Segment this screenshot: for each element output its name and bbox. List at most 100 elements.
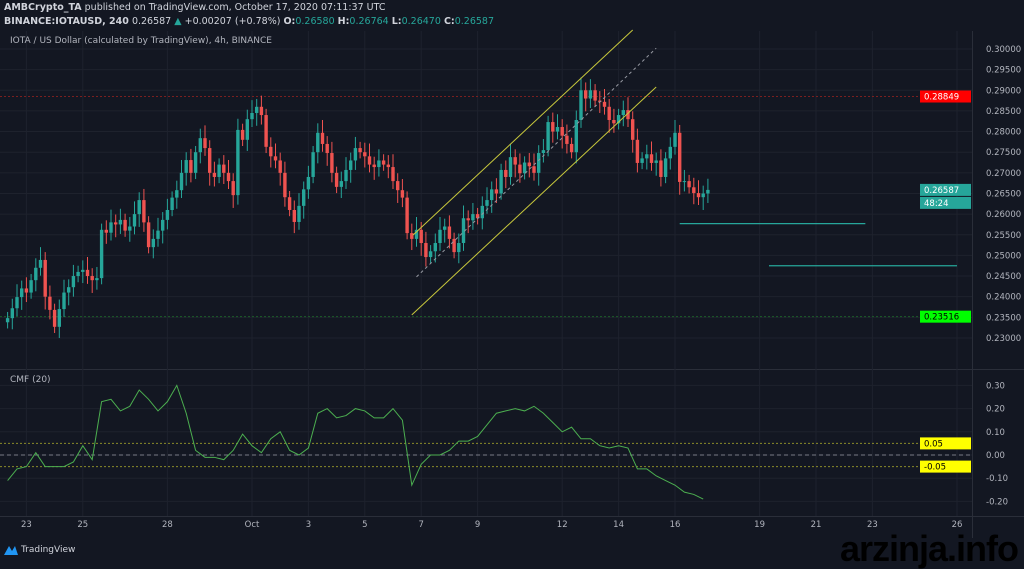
candle-body xyxy=(123,219,127,231)
price-tick-label: 0.28000 xyxy=(986,128,1021,138)
candle-body xyxy=(546,122,550,151)
candle-body xyxy=(527,162,531,167)
candle-body xyxy=(565,135,569,144)
candle-body xyxy=(579,90,583,121)
candle-body xyxy=(236,129,240,196)
author-link[interactable]: AMBCrypto_TA xyxy=(4,2,82,13)
red-price-tag: 0.28849 xyxy=(920,90,971,103)
price-tick-label: 0.26500 xyxy=(986,189,1021,199)
candle-body xyxy=(292,209,296,222)
tradingview-brand: TradingView xyxy=(21,544,76,555)
tradingview-logo[interactable]: TradingView xyxy=(4,544,75,555)
candle-body xyxy=(302,189,306,206)
candle-body xyxy=(612,120,616,124)
candle-body xyxy=(616,115,621,124)
countdown-tag-bg xyxy=(920,196,971,209)
cmf-tick-label: 0.20 xyxy=(986,405,1005,415)
candle-body xyxy=(391,167,395,182)
green-price-tag-text: 0.23516 xyxy=(924,313,959,323)
candle-body xyxy=(57,309,61,327)
candle-body xyxy=(67,287,71,293)
last-price: 0.26587 xyxy=(131,16,172,27)
candle-body xyxy=(118,219,123,225)
candle-body xyxy=(466,218,470,221)
time-tick-label: 16 xyxy=(670,520,681,530)
open-value: 0.26580 xyxy=(295,16,335,27)
price-tick-label: 0.27000 xyxy=(986,169,1021,179)
candle-body xyxy=(255,106,259,113)
candle-body xyxy=(593,90,597,101)
cmf-tick-label: 0.30 xyxy=(986,381,1005,391)
candle-body xyxy=(358,148,362,153)
candle-body xyxy=(410,233,414,239)
low-label: L: xyxy=(391,16,402,27)
candle-body xyxy=(217,164,221,177)
candle-body xyxy=(678,132,682,182)
candle-body xyxy=(663,158,668,177)
candle-body xyxy=(344,169,348,182)
red-price-tag-bg xyxy=(920,90,971,103)
candle-body xyxy=(405,197,409,234)
time-tick-label: 25 xyxy=(77,520,88,530)
price-pane xyxy=(0,31,1024,369)
high-label: H: xyxy=(337,16,350,27)
candle-body xyxy=(471,214,475,221)
candle-body xyxy=(424,243,428,258)
candle-body xyxy=(184,160,188,173)
price-tick-label: 0.29500 xyxy=(986,66,1021,76)
candle-body xyxy=(475,214,480,219)
candle-body xyxy=(208,148,212,173)
cmf-lower-band-tag: -0.05 xyxy=(920,460,971,473)
candle-body xyxy=(701,193,705,198)
candle-body xyxy=(499,169,503,194)
up-arrow-icon: ▲ xyxy=(174,16,182,27)
candle-body xyxy=(316,132,320,153)
candle-body xyxy=(659,160,663,177)
price-tick-label: 0.23000 xyxy=(986,334,1021,344)
candle-body xyxy=(428,251,433,258)
candle-body xyxy=(602,101,607,107)
candle-body xyxy=(132,214,137,227)
candle-body xyxy=(29,280,33,293)
candle-body xyxy=(142,200,146,223)
channel-upper-line xyxy=(412,29,634,236)
candle-body xyxy=(400,190,405,198)
candle-body xyxy=(447,226,452,239)
candle-body xyxy=(71,276,76,288)
candle-body xyxy=(20,288,24,298)
price-tick-label: 0.27500 xyxy=(986,148,1021,158)
candle-body xyxy=(330,153,334,173)
candle-body xyxy=(283,172,287,198)
time-tick-label: 9 xyxy=(475,520,480,530)
candle-body xyxy=(414,229,419,239)
candle-body xyxy=(607,106,611,121)
candle-body xyxy=(99,229,104,279)
candle-body xyxy=(649,154,654,163)
candle-body xyxy=(433,243,437,252)
candle-body xyxy=(10,308,14,319)
price-tick-label: 0.25500 xyxy=(986,231,1021,241)
watermark: arzinja.info xyxy=(839,528,1019,569)
time-tick-label: 7 xyxy=(418,520,423,530)
candle-body xyxy=(706,189,710,194)
time-tick-label: 28 xyxy=(162,520,173,530)
candle-body xyxy=(349,160,353,170)
candle-body xyxy=(85,269,90,277)
candle-body xyxy=(245,119,249,140)
price-tick-label: 0.24000 xyxy=(986,293,1021,303)
green-price-tag: 0.23516 xyxy=(920,310,971,323)
candle-body xyxy=(339,181,343,187)
candle-body xyxy=(377,160,381,168)
candle-body xyxy=(668,146,672,159)
candle-body xyxy=(457,243,461,253)
candle-body xyxy=(95,278,99,281)
countdown-tag: 48:24 xyxy=(920,196,971,209)
time-tick-label: 23 xyxy=(867,520,878,530)
candle-body xyxy=(259,106,264,116)
price-tick-label: 0.24500 xyxy=(986,272,1021,282)
candle-body xyxy=(52,309,57,327)
candle-body xyxy=(90,276,94,281)
candle-body xyxy=(212,172,217,177)
candle-body xyxy=(198,138,202,153)
